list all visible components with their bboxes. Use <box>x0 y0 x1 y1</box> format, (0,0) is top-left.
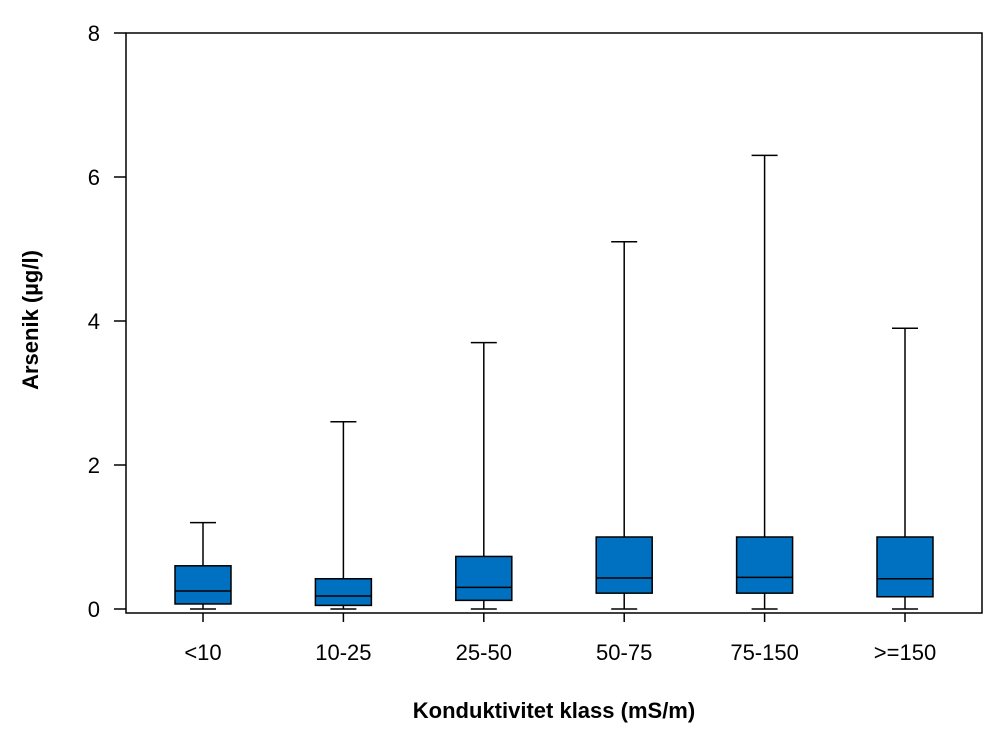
x-tick-label: >=150 <box>874 640 936 665</box>
x-tick-label: 75-150 <box>730 640 799 665</box>
iqr-box <box>174 565 232 605</box>
iqr-box <box>314 578 373 607</box>
y-tick-label: 8 <box>88 21 100 46</box>
box-6 <box>876 327 934 610</box>
iqr-box <box>735 536 794 594</box>
box-2 <box>314 421 373 610</box>
y-tick-label: 0 <box>88 597 100 622</box>
box-1 <box>174 521 232 610</box>
x-axis-title: Konduktivitet klass (mS/m) <box>413 698 695 723</box>
y-tick-label: 2 <box>88 453 100 478</box>
y-tick-label: 6 <box>88 165 100 190</box>
x-tick-label: <10 <box>184 640 221 665</box>
iqr-box <box>455 555 513 602</box>
x-tick-label: 50-75 <box>596 640 652 665</box>
x-tick-label: 25-50 <box>456 640 512 665</box>
boxes-group <box>174 154 934 610</box>
box-3 <box>455 341 513 610</box>
box-5 <box>735 154 794 610</box>
x-axis: <10 10-25 25-50 50-75 75-150 >=150 <box>184 613 936 665</box>
iqr-box <box>595 536 653 594</box>
box-4 <box>595 241 653 610</box>
y-axis-title: Arsenik (µg/l) <box>18 250 43 390</box>
y-axis: 0 2 4 6 8 <box>88 21 126 622</box>
x-tick-label: 10-25 <box>315 640 371 665</box>
plot-area-frame <box>125 32 983 614</box>
iqr-box <box>876 536 934 598</box>
y-tick-label: 4 <box>88 309 100 334</box>
